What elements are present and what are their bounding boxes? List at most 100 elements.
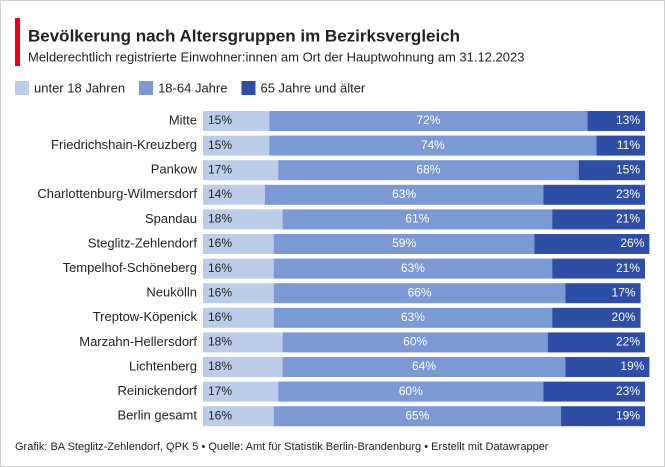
bar-segment [203,283,274,304]
bar-segment [273,258,553,279]
value-label: 64% [412,359,436,373]
bar-segment [269,111,588,131]
value-label: 21% [616,261,640,275]
bar-segment [552,258,645,279]
value-label: 23% [616,384,640,398]
value-label: 72% [416,113,440,127]
value-label: 16% [208,261,232,275]
value-label: 68% [416,162,440,176]
bar-segment [587,111,645,131]
legend-label: unter 18 Jahren [34,80,125,95]
value-label: 65% [405,408,429,422]
bar-segment [203,135,270,156]
value-label: 60% [403,335,427,349]
bar-segment [203,332,283,353]
bar-segment [203,184,265,205]
legend-label: 65 Jahre und älter [260,80,365,95]
bar-segment [565,357,650,377]
value-label: 18% [208,359,232,373]
y-tick-label: Berlin gesamt [118,408,198,423]
bar-segment [273,307,553,328]
bar-segment [203,209,283,230]
y-tick-label: Mitte [169,112,197,127]
accent-bar [15,18,20,66]
y-tick-label: Marzahn-Hellersdorf [79,334,197,349]
bar-segment [534,234,650,254]
value-label: 22% [616,335,640,349]
value-label: 14% [208,187,232,201]
value-label: 74% [421,138,445,152]
bar-segment [278,160,579,181]
bar-segment [203,307,274,328]
y-tick-label: Steglitz-Zehlendorf [88,235,197,250]
value-label: 18% [208,335,232,349]
value-label: 15% [208,113,232,127]
bar-segment [264,184,544,205]
bar-segment [203,111,270,131]
chart-subtitle: Melderechtlich registrierte Einwohner:in… [28,49,524,64]
value-label: 59% [392,236,416,250]
bar-segment [578,160,645,181]
bar-segment [273,283,566,304]
bar-segment [203,234,274,254]
bar-segment [543,184,645,205]
value-label: 17% [208,162,232,176]
y-tick-label: Charlottenburg-Wilmersdorf [37,186,197,201]
bar-segment [282,332,548,353]
value-label: 17% [208,384,232,398]
bar-segment [278,381,544,402]
value-label: 17% [612,285,636,299]
bar-segment [203,406,274,427]
y-tick-label: Spandau [145,211,197,226]
y-tick-label: Neukölln [146,285,197,300]
value-label: 19% [620,359,644,373]
value-label: 15% [616,162,640,176]
bar-segment [282,357,566,377]
value-label: 19% [616,408,640,422]
bar-segment [552,209,645,230]
y-tick-label: Pankow [151,162,198,177]
value-label: 20% [612,310,636,324]
value-label: 63% [401,310,425,324]
bar-segment [269,135,597,156]
bar-segment [547,332,645,353]
value-label: 23% [616,187,640,201]
legend-swatch [139,81,154,95]
value-label: 16% [208,408,232,422]
bar-segment [282,209,553,230]
value-label: 16% [208,236,232,250]
value-label: 60% [399,384,423,398]
bar-segment [273,406,562,427]
bar-segment [543,381,645,402]
footer: Grafik: BA Steglitz-Zehlendorf, QPK 5 • … [15,441,549,453]
value-label: 63% [401,261,425,275]
legend-swatch [15,81,29,95]
value-label: 63% [392,187,416,201]
y-tick-label: Reinickendorf [118,383,198,398]
bar-segment [203,357,283,377]
value-label: 61% [405,212,429,226]
value-label: 15% [208,138,232,152]
value-label: 26% [620,236,644,250]
value-label: 18% [208,212,232,226]
bar-segment [596,135,645,156]
bar-segment [565,283,641,304]
bar-segment [561,406,645,427]
bar-segment [203,160,279,181]
value-label: 16% [208,285,232,299]
chart-title: Bevölkerung nach Altersgruppen im Bezirk… [28,26,460,45]
value-label: 21% [616,212,640,226]
value-label: 66% [408,285,432,299]
bar-segment [203,381,279,402]
bar-segment [273,234,535,254]
value-label: 13% [616,113,640,127]
value-label: 16% [208,310,232,324]
legend-swatch [241,81,256,95]
y-tick-label: Lichtenberg [129,358,197,373]
bar-segment [203,258,274,279]
legend-label: 18-64 Jahre [158,80,227,95]
y-tick-label: Friedrichshain-Kreuzberg [51,137,197,152]
y-tick-label: Treptow-Köpenick [93,309,198,324]
value-label: 11% [617,138,640,152]
